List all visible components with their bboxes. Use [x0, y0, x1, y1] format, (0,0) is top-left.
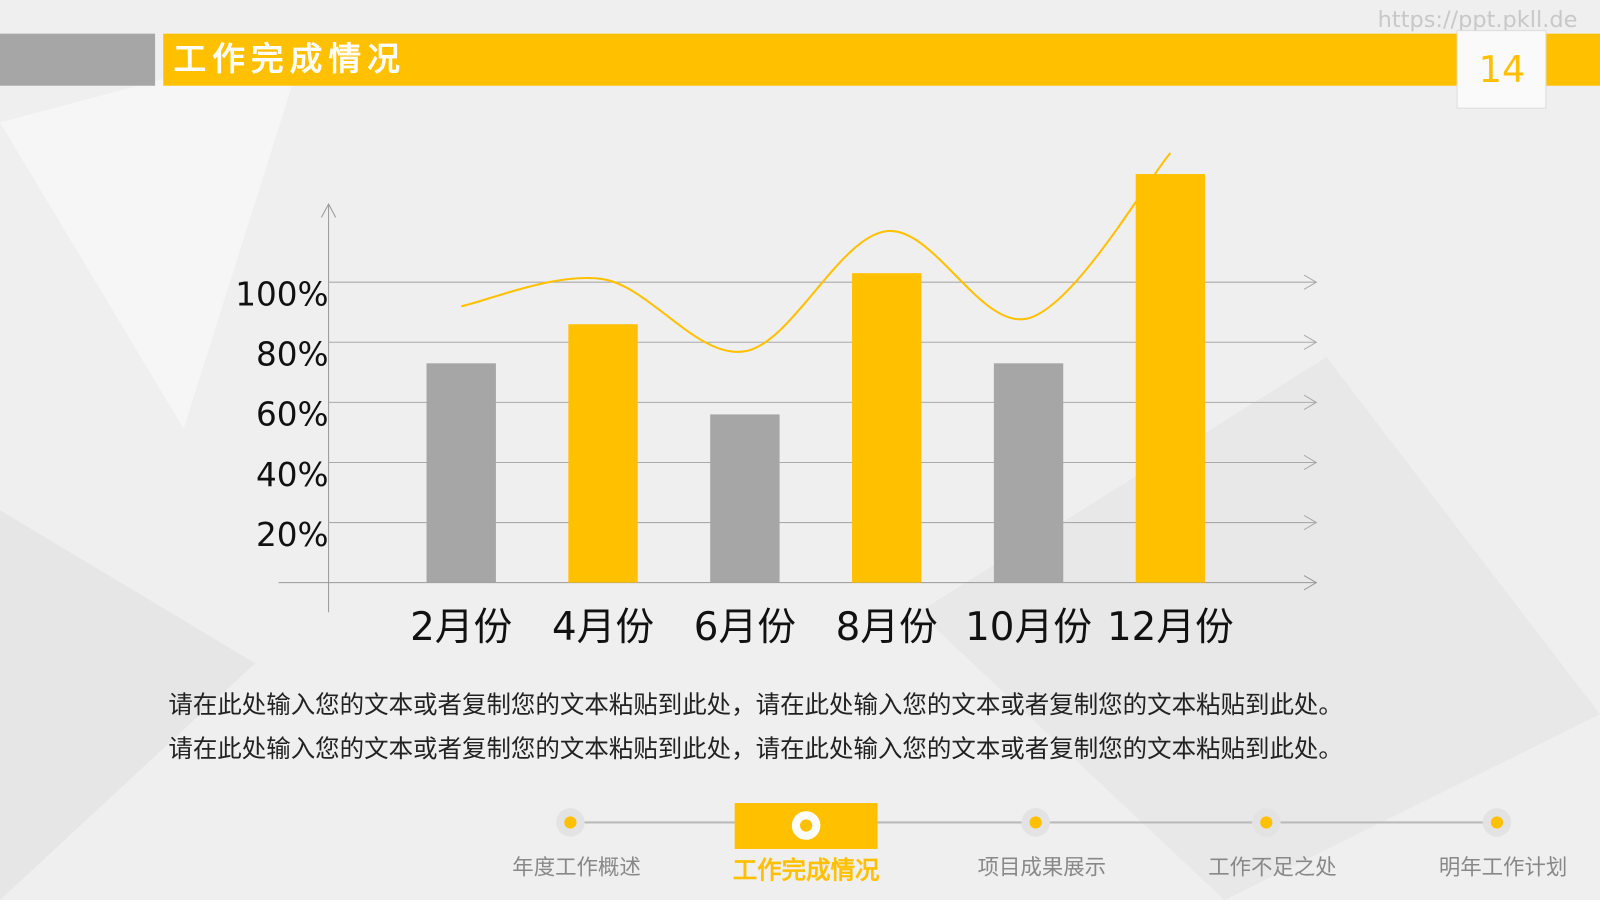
x-tick-label: 4月份: [552, 605, 654, 650]
grid-arrow: [1303, 274, 1318, 290]
body-text: 请在此处输入您的文本或者复制您的文本粘贴到此处，请在此处输入您的文本或者复制您的…: [168, 690, 1343, 719]
nav-dot: [1490, 816, 1504, 829]
page-number-box: [1456, 30, 1547, 109]
bg-shape: [918, 357, 1600, 900]
bar: [852, 273, 922, 583]
grid-arrow: [1303, 454, 1318, 471]
bar: [426, 363, 496, 583]
grid-arrow: [1303, 334, 1318, 350]
watermark: https://ppt.pkll.de: [1378, 7, 1578, 33]
page-number: 14: [1479, 48, 1526, 91]
header-gray-bar: [0, 33, 156, 86]
grid-arrow: [1303, 394, 1318, 410]
nav-dot-inner: [799, 819, 813, 832]
y-tick-label: 80%: [256, 336, 329, 374]
bar: [993, 363, 1064, 583]
nav-item[interactable]: 明年工作计划: [1439, 855, 1567, 880]
y-tick-label: 40%: [256, 456, 329, 494]
header-title: 工作完成情况: [173, 40, 406, 78]
body-text: 请在此处输入您的文本或者复制您的文本粘贴到此处，请在此处输入您的文本或者复制您的…: [168, 734, 1343, 763]
nav-item[interactable]: 工作完成情况: [733, 855, 880, 884]
x-tick-label: 8月份: [836, 605, 938, 650]
x-tick-label: 2月份: [410, 605, 512, 650]
trend-line: [461, 152, 1172, 353]
nav-dot: [1260, 816, 1273, 829]
x-tick-label: 6月份: [694, 605, 796, 650]
bar: [710, 414, 780, 583]
nav-item[interactable]: 项目成果展示: [978, 855, 1106, 880]
nav-item[interactable]: 年度工作概述: [512, 855, 640, 880]
header-bar: [163, 33, 1600, 86]
x-axis-arrow: [1303, 575, 1318, 591]
grid-arrow: [1303, 514, 1318, 531]
y-tick-label: 100%: [235, 275, 328, 313]
nav-dot: [1029, 816, 1042, 829]
bar: [568, 324, 638, 583]
x-tick-label: 12月份: [1107, 605, 1234, 650]
x-tick-label: 10月份: [965, 605, 1092, 650]
nav-dot: [564, 816, 577, 829]
y-tick-label: 20%: [256, 516, 329, 554]
y-tick-label: 60%: [256, 396, 329, 434]
y-axis-arrow: [320, 203, 337, 218]
nav-item[interactable]: 工作不足之处: [1208, 855, 1336, 880]
bg-shape: [0, 40, 307, 429]
bar: [1135, 174, 1206, 583]
bg-shape: [0, 510, 256, 900]
